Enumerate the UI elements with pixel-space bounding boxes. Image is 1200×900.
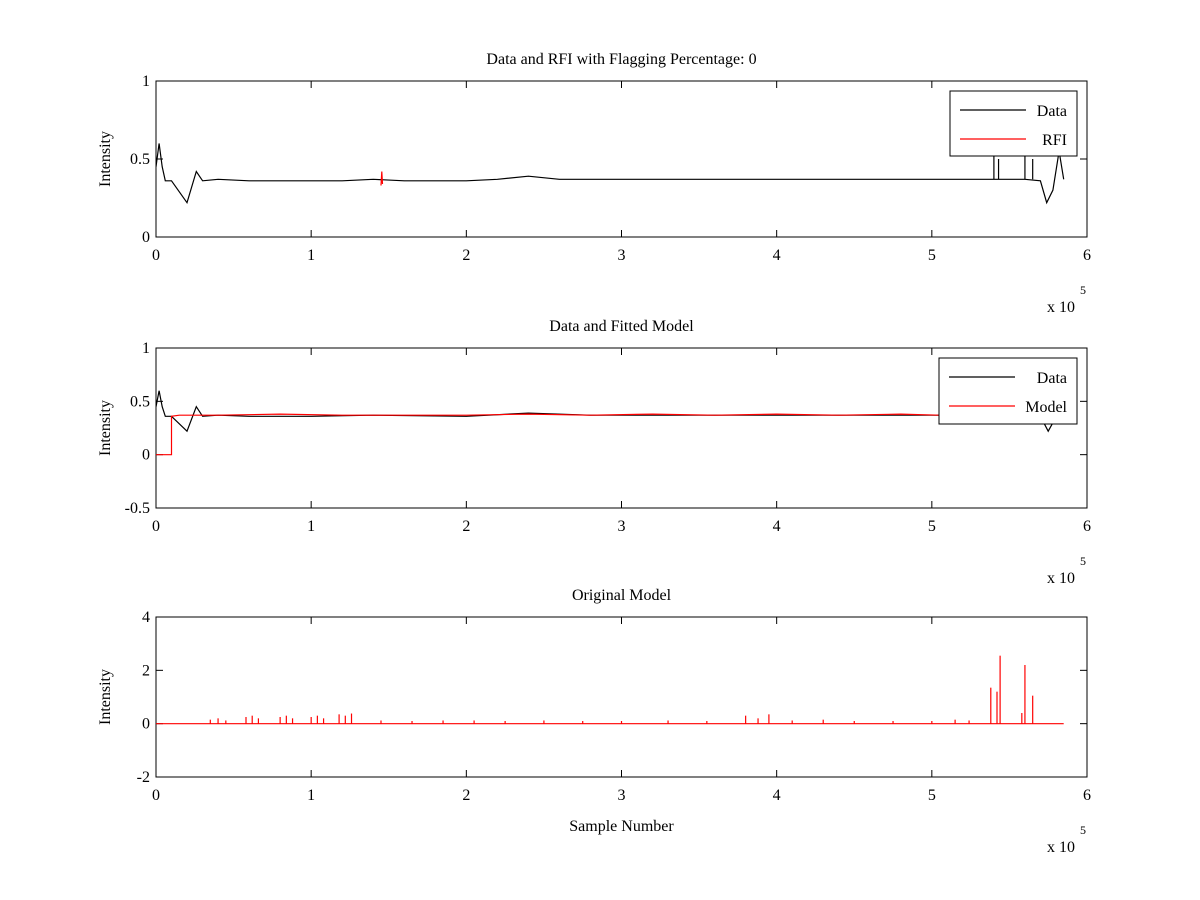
- x-tick-label: 3: [618, 787, 626, 804]
- axes-box: [155, 616, 1088, 778]
- series-line-model: [156, 413, 940, 456]
- x-tick-label: 6: [1083, 247, 1091, 264]
- chart-title: Original Model: [572, 587, 672, 604]
- x-tick-label: 5: [928, 247, 936, 264]
- y-tick-label: 0.5: [130, 151, 150, 168]
- y-tick-label: 0: [142, 716, 150, 733]
- y-axis-label: Intensity: [97, 131, 114, 187]
- series-line-data: [156, 143, 1065, 205]
- x-tick-label: 1: [307, 787, 315, 804]
- x-tick-label: 0: [152, 247, 160, 264]
- x-tick-label: 5: [928, 787, 936, 804]
- legend: Data Model: [938, 357, 1078, 425]
- axes-box: [155, 80, 1088, 238]
- chart-title: Data and RFI with Flagging Percentage: 0: [486, 51, 756, 68]
- legend-label-rfi: RFI: [1042, 132, 1067, 149]
- y-tick-label: 2: [142, 662, 150, 679]
- y-tick-label: 4: [142, 609, 150, 626]
- x-tick-label: 1: [307, 518, 315, 535]
- x-tick-label: 2: [462, 787, 470, 804]
- x-tick-label: 5: [928, 518, 936, 535]
- x-tick-label: 0: [152, 518, 160, 535]
- x-tick-label: 1: [307, 247, 315, 264]
- legend-label-model: Model: [1025, 399, 1067, 416]
- x-exponent-power: 5: [1080, 823, 1086, 837]
- y-tick-label: 1: [142, 73, 150, 90]
- x-exponent-base: x 10: [1047, 570, 1075, 587]
- y-tick-label: 0: [142, 447, 150, 464]
- x-tick-label: 6: [1083, 787, 1091, 804]
- series-line-rfi: [380, 171, 384, 186]
- y-tick-label: -0.5: [125, 500, 150, 517]
- y-tick-label: -2: [137, 769, 150, 786]
- x-tick-label: 0: [152, 787, 160, 804]
- y-tick-label: 0.5: [130, 393, 150, 410]
- legend: Data RFI: [949, 90, 1078, 157]
- x-tick-label: 4: [773, 247, 781, 264]
- x-tick-label: 2: [462, 518, 470, 535]
- x-tick-label: 4: [773, 787, 781, 804]
- x-exponent-power: 5: [1080, 554, 1086, 568]
- chart-panel-1: 0 1 2 3 4 5 6 0 0.5 1 Data and RFI with Flagging P…: [97, 51, 1091, 316]
- y-tick-label: 0: [142, 229, 150, 246]
- plot-area: [156, 655, 1064, 725]
- y-tick-label: 1: [142, 340, 150, 357]
- y-axis-label: Intensity: [97, 669, 114, 725]
- chart-title: Data and Fitted Model: [549, 318, 694, 335]
- x-axis-label: Sample Number: [569, 818, 674, 835]
- legend-label-data: Data: [1037, 103, 1067, 120]
- axes-box: [155, 347, 1088, 509]
- x-exponent-power: 5: [1080, 283, 1086, 297]
- legend-label-data: Data: [1037, 370, 1067, 387]
- x-tick-label: 3: [618, 518, 626, 535]
- x-tick-label: 2: [462, 247, 470, 264]
- x-exponent-base: x 10: [1047, 839, 1075, 856]
- legend-box: [938, 357, 1078, 425]
- x-tick-label: 6: [1083, 518, 1091, 535]
- x-tick-label: 3: [618, 247, 626, 264]
- x-tick-label: 4: [773, 518, 781, 535]
- legend-box: [949, 90, 1078, 157]
- x-exponent-base: x 10: [1047, 299, 1075, 316]
- y-axis-label: Intensity: [97, 400, 114, 456]
